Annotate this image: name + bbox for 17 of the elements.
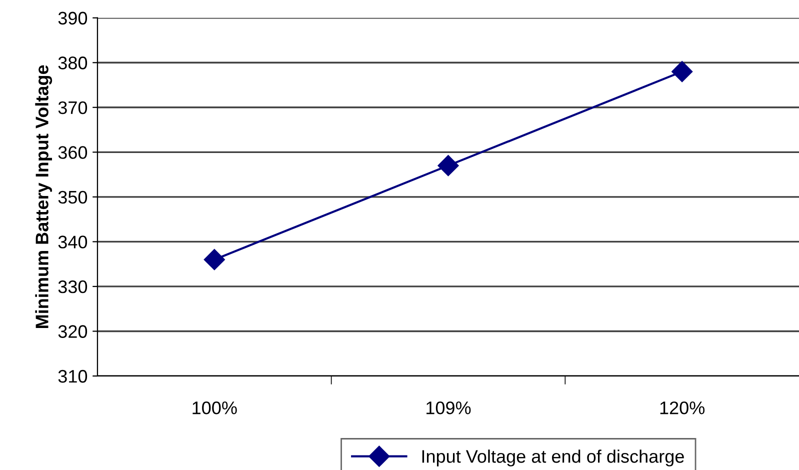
y-tick-label: 380 (58, 56, 88, 70)
x-tick-label: 120% (660, 401, 705, 414)
point (204, 249, 225, 270)
y-axis-title: Minimum Battery Input Voltage (35, 65, 52, 328)
y-tick-label: 310 (58, 370, 88, 383)
y-tick-label: 360 (58, 146, 88, 159)
y-tick-label: 320 (58, 325, 88, 338)
y-tick-label: 350 (58, 190, 88, 204)
y-tick-label: 370 (58, 101, 88, 114)
y-tick-label: 390 (58, 12, 88, 25)
point (438, 155, 459, 176)
y-tick-label: 340 (58, 236, 88, 248)
x-tick-label: 109% (426, 401, 471, 414)
y-tick-label: 330 (58, 280, 88, 294)
legend-label: Input Voltage at end of discharge (422, 450, 684, 466)
x-tick-label: 100% (192, 401, 237, 414)
point (672, 61, 693, 82)
